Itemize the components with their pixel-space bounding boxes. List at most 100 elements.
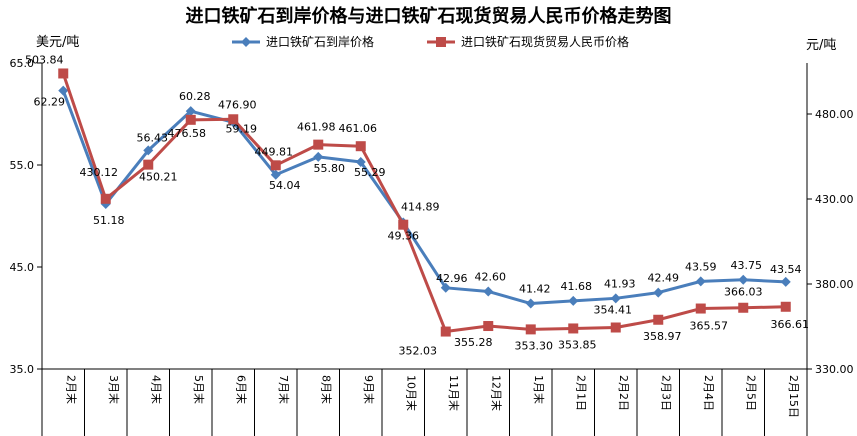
- x-tick-label: 2月15日: [787, 375, 800, 418]
- series-point-square: [398, 219, 409, 230]
- data-label: 56.43: [137, 131, 169, 144]
- data-label: 354.41: [594, 304, 633, 317]
- legend-marker-series-1: [436, 37, 446, 47]
- left-tick-label: 45.0: [10, 261, 35, 274]
- series-point-square: [58, 68, 69, 79]
- data-label: 60.28: [179, 90, 211, 103]
- legend-label-series-0: 进口铁矿石到岸价格: [266, 34, 374, 49]
- series-point-square: [355, 141, 366, 152]
- x-tick-label: 3月末: [107, 375, 121, 404]
- x-tick-label: 2月4日: [702, 375, 715, 411]
- data-label: 62.29: [34, 96, 66, 109]
- series-point-diamond: [440, 282, 451, 293]
- series-point-diamond: [780, 276, 791, 287]
- series-point-diamond: [143, 145, 154, 156]
- data-label: 366.03: [724, 286, 763, 299]
- data-label: 41.42: [519, 283, 551, 296]
- series-point-diamond: [610, 293, 621, 304]
- x-tick-label: 4月末: [149, 375, 163, 404]
- series-point-diamond: [695, 276, 706, 287]
- right-tick-label: 380.00: [815, 278, 854, 291]
- series-point-square: [568, 323, 579, 334]
- data-label: 461.06: [339, 122, 378, 135]
- series-point-square: [313, 139, 324, 150]
- series-point-square: [483, 321, 494, 332]
- data-label: 42.96: [436, 272, 468, 285]
- data-label: 353.85: [558, 338, 597, 351]
- series-point-diamond: [58, 85, 69, 96]
- series-point-diamond: [185, 106, 196, 117]
- x-tick-label: 12月末: [489, 375, 503, 411]
- x-tick-label: 9月末: [362, 375, 376, 404]
- data-label: 42.60: [475, 270, 507, 283]
- data-label: 43.54: [770, 263, 802, 276]
- x-tick-label: 2月5日: [744, 375, 757, 411]
- chart-title: 进口铁矿石到岸价格与进口铁矿石现货贸易人民币价格走势图: [185, 6, 672, 27]
- series-point-diamond: [313, 151, 324, 162]
- data-label: 365.57: [690, 320, 729, 333]
- left-axis-unit: 美元/吨: [36, 35, 79, 50]
- series-point-square: [780, 301, 791, 312]
- data-label: 366.61: [771, 318, 810, 331]
- data-label: 358.97: [643, 330, 682, 343]
- x-tick-label: 2月末: [64, 375, 78, 404]
- data-label: 461.98: [297, 121, 336, 134]
- right-tick-label: 330.00: [815, 363, 854, 376]
- x-tick-label: 1月末: [532, 375, 546, 404]
- data-label: 41.93: [604, 277, 636, 290]
- series-point-square: [143, 159, 154, 170]
- x-tick-label: 2月1日: [574, 375, 587, 411]
- x-tick-label: 11月末: [447, 375, 461, 411]
- series-point-square: [610, 322, 621, 333]
- x-tick-label: 5月末: [192, 375, 206, 404]
- x-tick-label: 2月3日: [659, 375, 672, 411]
- left-tick-label: 55.0: [10, 159, 35, 172]
- data-label: 414.89: [401, 201, 440, 214]
- series-point-diamond: [355, 157, 366, 168]
- data-label: 43.59: [685, 260, 717, 273]
- x-tick-label: 8月末: [319, 375, 333, 404]
- data-label: 41.68: [561, 280, 593, 293]
- series-point-square: [695, 303, 706, 314]
- x-tick-label: 10月末: [404, 375, 418, 411]
- data-label: 55.80: [314, 162, 346, 175]
- series-point-square: [738, 302, 749, 313]
- series-point-diamond: [525, 298, 536, 309]
- left-tick-label: 65.0: [10, 57, 35, 70]
- x-tick-label: 7月末: [277, 375, 291, 404]
- data-label: 476.58: [168, 127, 207, 140]
- series-layer: [58, 68, 791, 337]
- right-tick-label: 430.00: [815, 193, 854, 206]
- series-point-diamond: [483, 286, 494, 297]
- series-point-square: [100, 193, 111, 204]
- right-axis-unit: 元/吨: [806, 38, 836, 53]
- series-line-0: [61, 90, 786, 306]
- series-point-square: [185, 114, 196, 125]
- data-label: 503.84: [25, 53, 64, 66]
- x-tick-label: 2月2日: [617, 375, 630, 411]
- data-label: 450.21: [139, 171, 178, 184]
- data-label: 55.29: [354, 166, 386, 179]
- series-point-square: [270, 160, 281, 171]
- data-label: 54.04: [269, 179, 301, 192]
- series-point-diamond: [653, 287, 664, 298]
- data-label: 42.49: [648, 272, 680, 285]
- x-tick-label: 6月末: [234, 375, 248, 404]
- data-label: 430.12: [80, 166, 119, 179]
- data-label: 476.90: [218, 98, 257, 111]
- chart-legend: 进口铁矿石到岸价格 进口铁矿石现货贸易人民币价格: [232, 34, 629, 49]
- data-label: 352.03: [399, 345, 438, 358]
- right-tick-label: 480.00: [815, 108, 854, 121]
- data-label: 43.75: [731, 259, 763, 272]
- series-point-diamond: [738, 274, 749, 285]
- data-label: 353.30: [515, 339, 554, 352]
- data-label: 51.18: [93, 214, 125, 227]
- chart-axes: 35.0 45.0 55.0 65.0 330.00 380.00 430.00 480.00…: [10, 35, 854, 436]
- series-point-square: [228, 114, 239, 125]
- data-label: 449.81: [255, 145, 294, 158]
- data-label: 59.19: [226, 122, 258, 135]
- legend-marker-series-0: [241, 37, 251, 47]
- series-point-diamond: [270, 169, 281, 180]
- series-point-square: [440, 326, 451, 337]
